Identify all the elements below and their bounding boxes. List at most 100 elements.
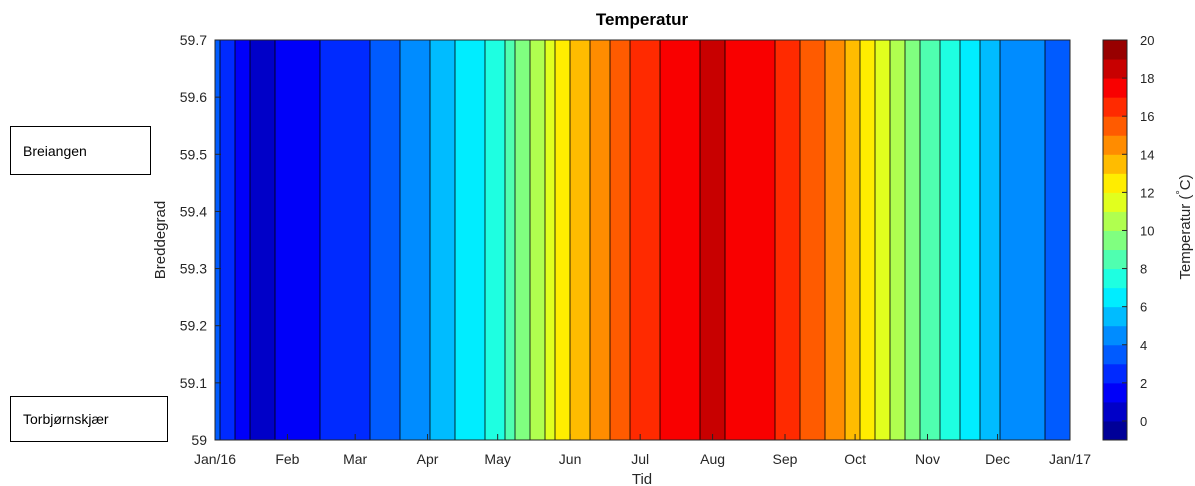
contour-band [485, 40, 491, 440]
contour-band [270, 40, 276, 440]
contour-band [680, 40, 686, 440]
contour-band [225, 40, 231, 440]
contour-band [365, 40, 371, 440]
contour-band [245, 40, 251, 440]
contour-band [915, 40, 921, 440]
colorbar-tick-label: 8 [1140, 262, 1147, 277]
colorbar-segment [1103, 211, 1127, 231]
colorbar-segment [1103, 249, 1127, 270]
contour-band [300, 40, 306, 440]
contour-band [1020, 40, 1026, 440]
contour-band [970, 40, 976, 440]
y-tick-label: 59 [191, 432, 207, 448]
y-axis-label: Breddegrad [152, 201, 169, 279]
contour-band [965, 40, 971, 440]
contour-band [605, 40, 611, 440]
contour-band [420, 40, 426, 440]
contour-band [295, 40, 301, 440]
colorbar-segment [1103, 382, 1127, 403]
colorbar-tick-label: 18 [1140, 71, 1154, 86]
contour-band [985, 40, 991, 440]
colorbar-segment [1103, 192, 1127, 212]
contour-band [1055, 40, 1061, 440]
contour-band [835, 40, 841, 440]
colorbar-segment [1103, 78, 1127, 98]
x-tick-label: Jul [631, 451, 649, 467]
contour-band [910, 40, 916, 440]
contour-band [385, 40, 391, 440]
contour-band [345, 40, 351, 440]
contour-band [720, 40, 726, 440]
contour-band [875, 40, 881, 440]
colorbar-segment [1103, 268, 1127, 289]
contour-band [610, 40, 616, 440]
contour-band [325, 40, 331, 440]
x-tick-label: Mar [343, 451, 367, 467]
contour-band [935, 40, 941, 440]
contour-band [530, 40, 536, 440]
contour-band [700, 40, 706, 440]
contour-band [825, 40, 831, 440]
contour-band [565, 40, 571, 440]
x-tick-label: Jan/16 [194, 451, 236, 467]
contour-band [1050, 40, 1056, 440]
x-tick-label: Feb [275, 451, 299, 467]
contour-band [415, 40, 421, 440]
contour-plot-area [215, 40, 1070, 440]
contour-band [695, 40, 701, 440]
contour-band [575, 40, 581, 440]
contour-band [480, 40, 486, 440]
colorbar-segment [1103, 363, 1127, 384]
contour-band [870, 40, 876, 440]
contour-band [900, 40, 906, 440]
contour-band [465, 40, 471, 440]
contour-band [520, 40, 526, 440]
contour-band [895, 40, 901, 440]
contour-band [810, 40, 816, 440]
contour-band [785, 40, 791, 440]
contour-band [805, 40, 811, 440]
contour-band [780, 40, 786, 440]
contour-band [380, 40, 386, 440]
contour-band [460, 40, 466, 440]
contour-band [790, 40, 796, 440]
contour-band [450, 40, 456, 440]
contour-band [445, 40, 451, 440]
contour-band [885, 40, 891, 440]
contour-band [685, 40, 691, 440]
contour-band [580, 40, 586, 440]
contour-band [1045, 40, 1051, 440]
contour-band [1000, 40, 1006, 440]
contour-band [730, 40, 736, 440]
x-tick-label: Apr [417, 451, 439, 467]
contour-band [510, 40, 516, 440]
contour-band [275, 40, 281, 440]
contour-band [770, 40, 776, 440]
contour-band [1040, 40, 1046, 440]
contour-band [735, 40, 741, 440]
contour-band [335, 40, 341, 440]
contour-band [560, 40, 566, 440]
contour-band [955, 40, 961, 440]
contour-band [265, 40, 271, 440]
contour-band [1035, 40, 1041, 440]
contour-band [395, 40, 401, 440]
colorbar-segment [1103, 97, 1127, 117]
contour-band [745, 40, 751, 440]
colorbar-tick-label: 2 [1140, 376, 1147, 391]
contour-band [280, 40, 286, 440]
contour-band [940, 40, 946, 440]
contour-band [215, 40, 221, 440]
colorbar-tick-label: 4 [1140, 338, 1147, 353]
contour-band [1060, 40, 1066, 440]
contour-band [490, 40, 496, 440]
contour-band [865, 40, 871, 440]
colorbar-segment [1103, 401, 1127, 422]
colorbar-tick-label: 14 [1140, 147, 1154, 162]
colorbar-segment [1103, 154, 1127, 174]
contour-band [410, 40, 416, 440]
contour-band [220, 40, 226, 440]
x-tick-label: Sep [773, 451, 798, 467]
colorbar-segment [1103, 306, 1127, 327]
contour-band [305, 40, 311, 440]
